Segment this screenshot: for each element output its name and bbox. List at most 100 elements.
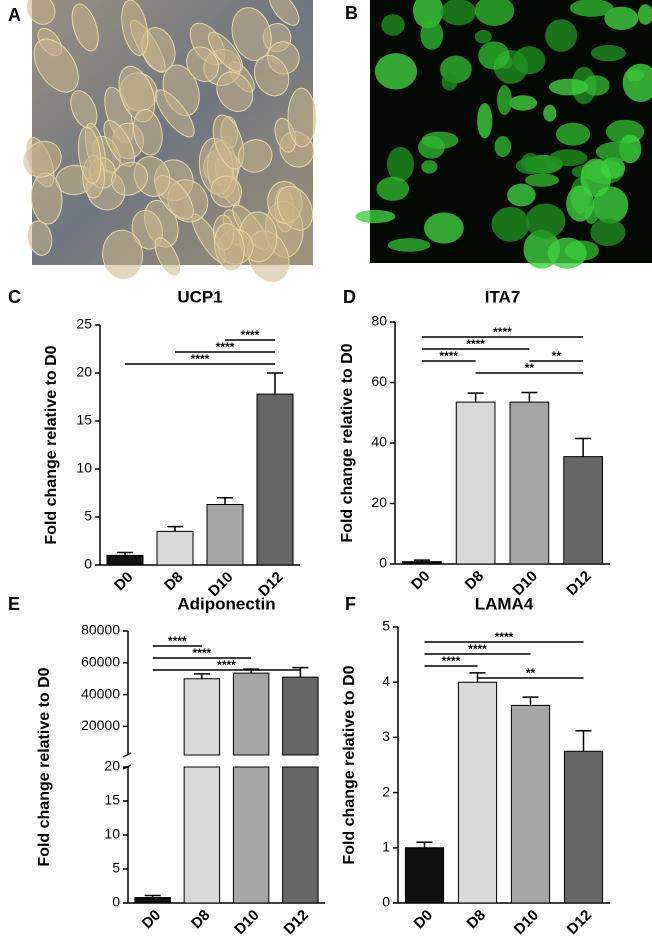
significance-label: **** (468, 642, 487, 656)
bar (457, 681, 498, 904)
bar (402, 561, 442, 565)
significance-label: **** (216, 340, 235, 354)
cell (543, 104, 557, 122)
cell (132, 108, 163, 156)
y-tick-label: 40000 (81, 685, 120, 701)
error-bar (267, 372, 283, 395)
cell (525, 203, 566, 239)
y-tick-label: 80000 (81, 622, 120, 638)
cell (497, 85, 512, 115)
x-tick-label: D12 (281, 907, 312, 938)
panel-label: A (8, 5, 21, 25)
bar (134, 897, 171, 904)
bar (455, 401, 496, 565)
bar (404, 847, 445, 904)
cell (590, 44, 626, 62)
y-tick-label: 15 (104, 792, 120, 808)
cell (23, 140, 62, 178)
cell (566, 185, 594, 222)
x-tick-label: D8 (188, 907, 214, 933)
significance-label: ** (526, 666, 536, 680)
cell (121, 0, 149, 56)
y-axis-label: Fold change relative to D0 (36, 667, 53, 866)
x-tick-label: D8 (161, 569, 187, 595)
cell (549, 149, 588, 167)
significance-label: **** (442, 654, 461, 668)
cell (253, 54, 290, 97)
significance-label: **** (193, 646, 212, 660)
cell (210, 175, 242, 208)
bar (256, 393, 294, 566)
x-tick-label: D10 (511, 907, 542, 938)
cell (387, 238, 431, 252)
cell (494, 136, 512, 158)
y-axis-label: Fold change relative to D0 (43, 345, 60, 544)
cell (423, 212, 464, 244)
cell (474, 30, 492, 44)
y-tick-label: 1 (382, 839, 390, 855)
significance-label: **** (191, 352, 210, 366)
cell (102, 229, 144, 279)
cell (555, 122, 591, 146)
y-tick-label: 10 (76, 460, 92, 476)
cell (569, 0, 614, 17)
bar (563, 456, 603, 565)
error-bar (575, 437, 592, 457)
cell (154, 237, 181, 276)
significance-label: **** (241, 328, 260, 342)
error-bar (117, 551, 133, 556)
chart-title: LAMA4 (475, 594, 534, 613)
chart-title: Adiponectin (177, 594, 275, 613)
bar (509, 401, 550, 565)
cell (421, 131, 459, 149)
cell (477, 102, 493, 139)
cell (595, 141, 639, 162)
cell (622, 63, 652, 102)
cell-texture (23, 0, 317, 282)
cell (547, 237, 587, 269)
cell (33, 38, 79, 93)
bar (156, 530, 194, 566)
cell (212, 114, 245, 170)
cell (77, 126, 102, 184)
bar (106, 554, 144, 566)
cell (590, 218, 626, 246)
x-tick-label: D0 (111, 569, 137, 595)
significance-label: ** (525, 361, 535, 375)
x-tick-label: D0 (139, 907, 165, 933)
y-tick-label: 20000 (81, 717, 120, 733)
error-bar (292, 666, 309, 678)
significance-label: **** (217, 658, 236, 672)
bar (510, 704, 551, 904)
y-tick-label: 80 (371, 313, 387, 329)
bar (563, 750, 604, 904)
y-tick-label: 10 (104, 826, 120, 842)
error-bar (575, 730, 592, 752)
y-tick-label: 60 (371, 373, 387, 389)
cell (386, 146, 414, 182)
y-tick-label: 5 (84, 508, 92, 524)
error-bar (416, 841, 433, 848)
cell (268, 0, 300, 26)
y-axis-label: Fold change relative to D0 (339, 343, 356, 542)
y-tick-label: 3 (382, 728, 390, 744)
cell (216, 71, 254, 112)
error-bar (467, 392, 484, 403)
y-tick-label: 0 (382, 894, 390, 910)
cell (440, 0, 477, 26)
y-tick-label: 0 (379, 555, 387, 571)
error-bar (144, 894, 161, 898)
significance-label: **** (439, 349, 458, 363)
panel-label: F (345, 594, 356, 614)
cell (376, 176, 410, 201)
y-tick-label: 20 (104, 758, 120, 774)
cell (478, 41, 510, 70)
cell (474, 0, 515, 26)
cell (525, 173, 559, 187)
cell (27, 220, 53, 256)
axis-break (122, 764, 132, 770)
cell (509, 95, 538, 111)
cell (521, 153, 540, 172)
panel-label: B (345, 3, 358, 23)
y-tick-label: 5 (112, 860, 120, 876)
